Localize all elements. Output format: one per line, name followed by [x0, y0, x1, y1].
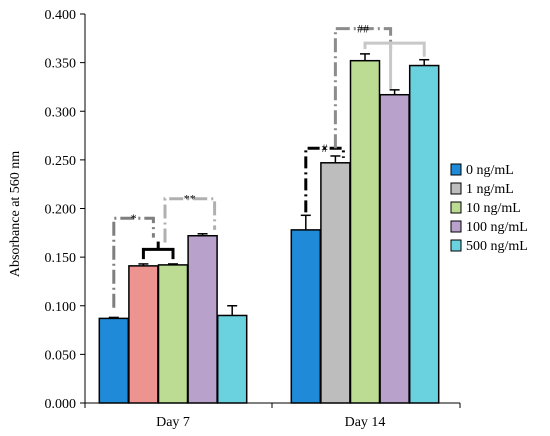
- y-tick-label: 0.000: [45, 397, 77, 412]
- bar: [216, 314, 248, 404]
- bar: [379, 93, 410, 404]
- legend-swatch: [450, 239, 462, 252]
- bar: [408, 64, 440, 404]
- y-tick-label: 0.100: [45, 300, 77, 315]
- bar: [187, 234, 218, 404]
- bar: [320, 162, 351, 404]
- bar: [157, 264, 189, 404]
- significance-label: **: [184, 192, 196, 206]
- significance-bracket: [333, 27, 393, 149]
- legend-label: 500 ng/mL: [466, 239, 528, 254]
- bar: [290, 229, 322, 404]
- y-tick-label: 0.050: [45, 348, 77, 363]
- y-tick-label: 0.300: [45, 105, 77, 120]
- x-category-label: Day 14: [345, 415, 386, 430]
- legend-swatch: [450, 163, 462, 176]
- significance-label: *: [131, 211, 137, 225]
- legend-swatch: [450, 201, 462, 214]
- legend-label: 100 ng/mL: [466, 220, 528, 235]
- legend-swatch: [450, 220, 462, 233]
- significance-bracket: [141, 247, 175, 260]
- bar: [128, 265, 159, 404]
- significance-label: ##: [357, 21, 369, 35]
- x-category-label: Day 7: [156, 415, 190, 430]
- legend-label: 10 ng/mL: [466, 201, 521, 216]
- legend-swatch: [450, 182, 462, 195]
- significance-label: #: [322, 141, 328, 155]
- y-tick-label: 0.150: [45, 251, 77, 266]
- y-axis-label: Absorbance at 560 nm: [8, 151, 23, 277]
- significance-bracket: [112, 216, 155, 308]
- significance-bracket: [363, 41, 426, 57]
- y-tick-label: 0.400: [45, 8, 77, 23]
- y-tick-label: 0.200: [45, 203, 77, 218]
- bar: [349, 59, 381, 404]
- significance-bracket: [304, 146, 345, 213]
- legend-label: 1 ng/mL: [466, 182, 514, 197]
- y-tick-label: 0.350: [45, 57, 77, 72]
- legend-label: 0 ng/mL: [466, 163, 514, 178]
- significance-bracket: [163, 197, 217, 243]
- plot-area: 0.000 0.050 0.100 0.150 0.200 0.250 0.300 0.350…: [45, 8, 528, 430]
- y-tick-label: 0.250: [45, 154, 77, 169]
- bar: [98, 317, 130, 404]
